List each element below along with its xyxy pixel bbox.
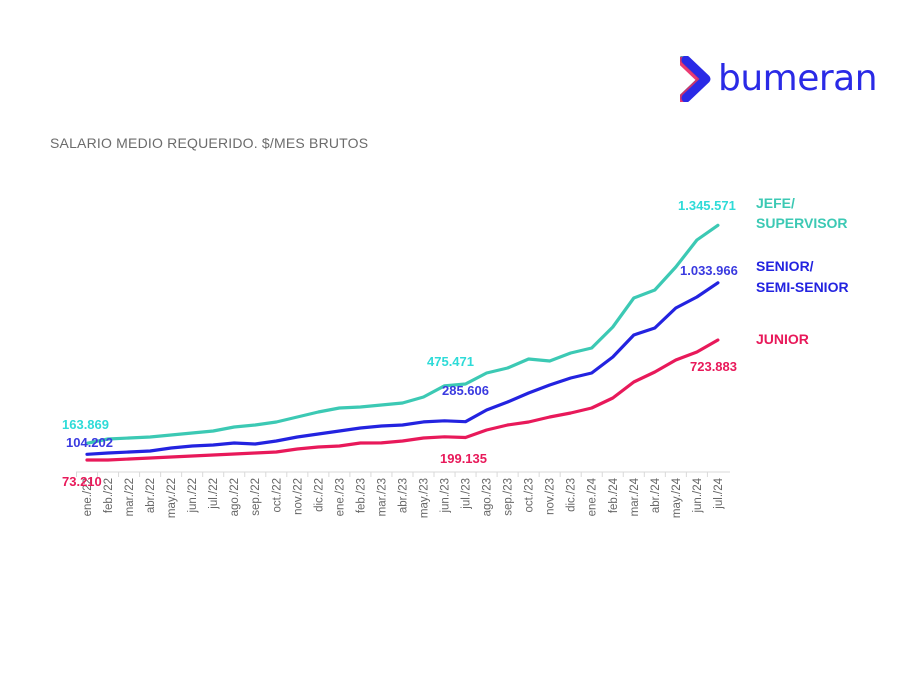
bumeran-logo: bumeran <box>680 56 878 102</box>
legend-entry: SEMI-SENIOR <box>756 279 849 295</box>
data-label: 163.869 <box>62 417 109 432</box>
x-tick-label: dic./23 <box>566 478 578 512</box>
data-label: 1.345.571 <box>678 198 736 213</box>
x-tick-label: jun./24 <box>692 477 704 513</box>
x-tick-label: may./22 <box>166 478 178 518</box>
x-tick-label: jul./24 <box>713 477 725 509</box>
x-tick-label: ago./23 <box>482 478 494 516</box>
series-line-2 <box>85 338 720 462</box>
legend-entry: JUNIOR <box>756 331 809 347</box>
x-tick-label: sep./22 <box>250 478 262 516</box>
x-tick-label: dic./22 <box>313 478 325 512</box>
data-label: 285.606 <box>442 383 489 398</box>
data-label: 73.210 <box>62 474 102 489</box>
x-tick-label: mar./24 <box>629 477 641 516</box>
x-tick-label: jun./23 <box>440 478 452 514</box>
series-line-1 <box>85 281 720 456</box>
x-tick-label: nov./23 <box>545 478 557 515</box>
x-tick-label: mar./23 <box>376 478 388 516</box>
x-tick-label: jul./23 <box>461 478 473 510</box>
x-tick-label: may./23 <box>418 478 430 518</box>
bumeran-chevron-icon <box>680 56 711 102</box>
x-tick-label: abr./24 <box>650 477 662 513</box>
x-tick-label: jul./22 <box>208 478 220 510</box>
x-tick-label: oct./22 <box>271 478 283 513</box>
chart-title: SALARIO MEDIO REQUERIDO. $/MES BRUTOS <box>50 135 369 151</box>
x-tick-label: may./24 <box>671 477 683 518</box>
series-line-0 <box>85 223 720 445</box>
x-tick-label: sep./23 <box>503 478 515 516</box>
data-label: 1.033.966 <box>680 263 738 278</box>
bumeran-wordmark: bumeran <box>718 58 878 99</box>
x-tick-label: abr./23 <box>397 478 409 513</box>
x-tick-label: ago./22 <box>229 478 241 516</box>
legend-entry: SUPERVISOR <box>756 215 848 231</box>
x-tick-label: mar./22 <box>124 478 136 516</box>
x-tick-label: ene./22 <box>82 478 94 516</box>
x-tick-label: abr./22 <box>145 478 157 513</box>
x-tick-label: oct./23 <box>524 478 536 513</box>
legend-entry: JEFE/ <box>756 195 795 211</box>
x-tick-label: ene./24 <box>587 477 599 516</box>
x-tick-label: feb./22 <box>103 478 115 513</box>
x-tick-label: feb./24 <box>608 477 620 513</box>
legend-entry: SENIOR/ <box>756 258 814 274</box>
data-label: 475.471 <box>427 354 474 369</box>
x-tick-label: ene./23 <box>334 478 346 516</box>
x-tick-label: nov./22 <box>292 478 304 515</box>
data-label: 104.202 <box>66 435 113 450</box>
data-label: 723.883 <box>690 359 737 374</box>
data-label: 199.135 <box>440 451 487 466</box>
x-tick-label: feb./23 <box>355 478 367 513</box>
x-tick-label: jun./22 <box>187 478 199 514</box>
